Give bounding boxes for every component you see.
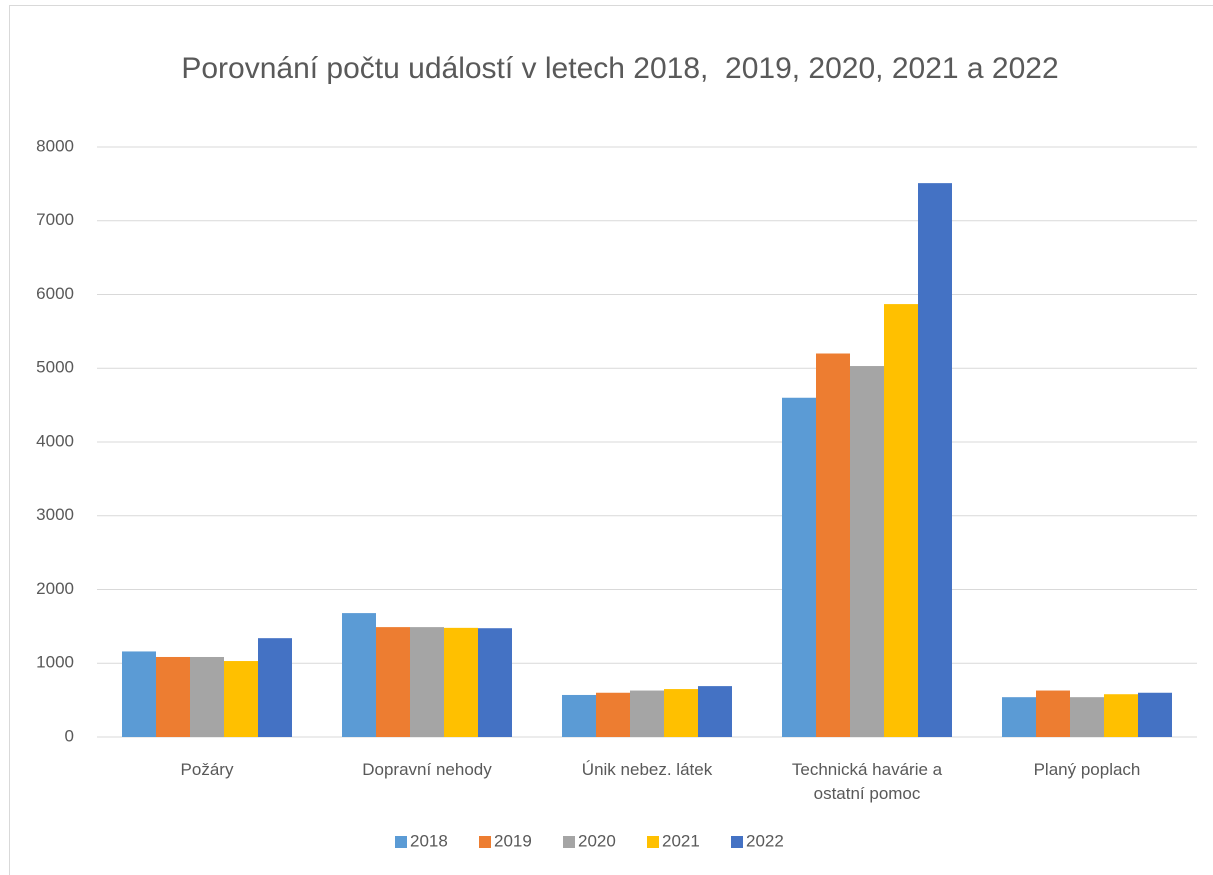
x-tick-label: Únik nebez. látek [581, 760, 713, 779]
x-tick-label: Požáry [180, 760, 234, 779]
legend-swatch [479, 836, 491, 848]
x-tick-label: Planý poplach [1033, 760, 1141, 779]
legend-swatch [563, 836, 575, 848]
y-tick-label: 7000 [36, 210, 74, 229]
x-tick-label: Technická havárie a ostatní pomoc [791, 760, 943, 803]
bar [782, 397, 816, 737]
bar [190, 656, 224, 737]
bar [1036, 690, 1070, 737]
bar [918, 183, 952, 737]
bar [156, 656, 190, 737]
bar [816, 353, 850, 737]
bar [664, 689, 698, 737]
legend-swatch [647, 836, 659, 848]
bar [1138, 692, 1172, 737]
x-tick-label: Dopravní nehody [362, 760, 492, 779]
bar [1104, 694, 1138, 737]
bar [884, 304, 918, 737]
bar [1070, 697, 1104, 737]
y-tick-label: 5000 [36, 358, 74, 377]
bar [258, 638, 292, 737]
bar [698, 686, 732, 737]
legend-label: 2019 [494, 831, 532, 850]
legend-label: 2021 [662, 831, 700, 850]
y-tick-label: 4000 [36, 431, 74, 450]
legend-swatch [395, 836, 407, 848]
bar [376, 627, 410, 737]
legend-swatch [731, 836, 743, 848]
bar [630, 690, 664, 737]
legend-label: 2020 [578, 831, 616, 850]
y-tick-label: 1000 [36, 653, 74, 672]
y-tick-label: 2000 [36, 579, 74, 598]
legend-label: 2018 [410, 831, 448, 850]
bar [224, 661, 258, 737]
bar [1002, 697, 1036, 737]
y-tick-label: 0 [65, 726, 74, 745]
bar [122, 651, 156, 737]
y-tick-label: 3000 [36, 505, 74, 524]
bar [850, 366, 884, 737]
bar [342, 613, 376, 737]
chart-title: Porovnání počtu událostí v letech 2018, … [181, 52, 1059, 85]
chart-border [9, 5, 1213, 875]
legend-label: 2022 [746, 831, 784, 850]
y-tick-label: 8000 [36, 136, 74, 155]
bar [478, 628, 512, 737]
bar [562, 694, 596, 737]
bar [444, 627, 478, 737]
bar [596, 692, 630, 737]
y-tick-label: 6000 [36, 284, 74, 303]
bar [410, 627, 444, 737]
